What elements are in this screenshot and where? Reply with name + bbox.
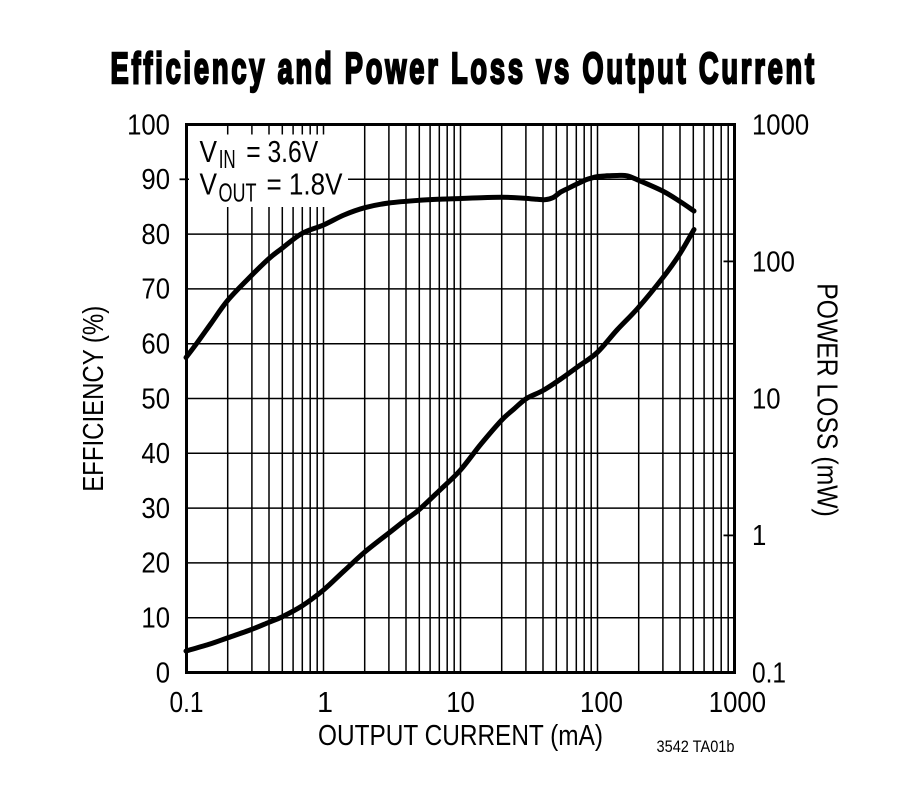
svg-text:V: V: [200, 134, 218, 169]
svg-text:= 3.6V: = 3.6V: [246, 134, 318, 169]
svg-text:20: 20: [141, 548, 170, 580]
svg-text:100: 100: [127, 109, 170, 141]
svg-text:60: 60: [141, 329, 170, 361]
svg-text:90: 90: [141, 164, 170, 196]
svg-text:1000: 1000: [709, 687, 766, 719]
svg-text:0.1: 0.1: [752, 657, 786, 689]
svg-text:= 1.8V: = 1.8V: [267, 166, 343, 201]
svg-text:100: 100: [752, 246, 795, 278]
svg-text:POWER LOSS (mW): POWER LOSS (mW): [810, 283, 842, 517]
svg-text:40: 40: [141, 438, 170, 470]
svg-text:3542 TA01b: 3542 TA01b: [657, 737, 735, 756]
svg-text:OUTPUT CURRENT (mA): OUTPUT CURRENT (mA): [318, 720, 603, 752]
svg-text:50: 50: [141, 383, 170, 415]
svg-text:Efficiency and Power Loss vs O: Efficiency and Power Loss vs Output Curr…: [111, 43, 817, 92]
svg-text:1: 1: [752, 520, 766, 552]
svg-text:V: V: [200, 166, 218, 201]
svg-text:10: 10: [141, 603, 170, 635]
svg-text:IN: IN: [219, 144, 236, 174]
svg-text:10: 10: [446, 687, 475, 719]
svg-text:30: 30: [141, 493, 170, 525]
svg-text:EFFICIENCY (%): EFFICIENCY (%): [78, 306, 110, 492]
svg-text:70: 70: [141, 274, 170, 306]
svg-text:OUT: OUT: [219, 178, 257, 208]
svg-text:0.1: 0.1: [170, 687, 204, 719]
svg-text:0: 0: [156, 657, 170, 689]
svg-text:1000: 1000: [752, 109, 809, 141]
svg-text:80: 80: [141, 219, 170, 251]
svg-text:100: 100: [580, 687, 623, 719]
svg-text:1: 1: [317, 687, 333, 719]
svg-text:10: 10: [752, 383, 781, 415]
